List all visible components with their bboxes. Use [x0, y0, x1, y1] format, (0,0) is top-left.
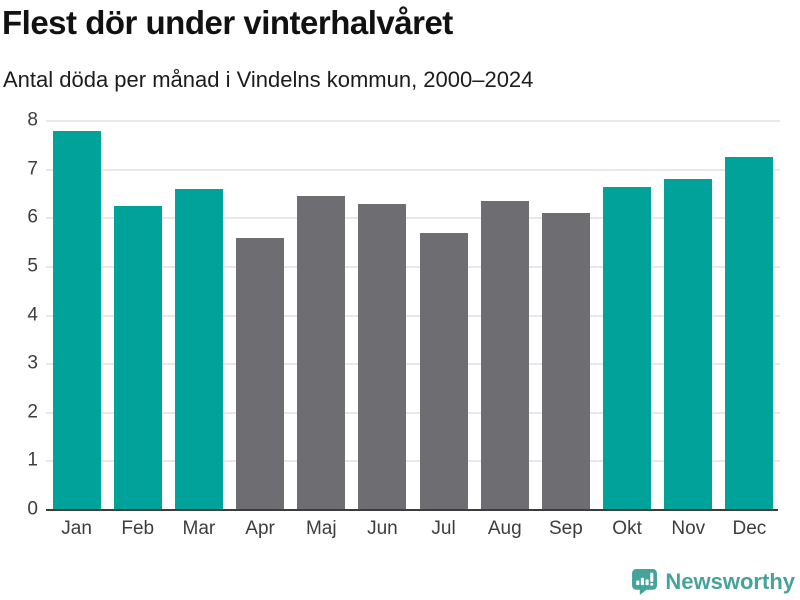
y-tick-label: 4	[27, 304, 38, 326]
x-tick-label: Feb	[121, 518, 155, 539]
x-axis-line	[46, 509, 778, 511]
newsworthy-logo: Newsworthy	[631, 568, 795, 595]
bar-jan	[52, 130, 101, 510]
y-tick-label: 0	[27, 498, 38, 520]
y-tick-label: 3	[27, 352, 38, 374]
y-tick-label: 5	[27, 255, 38, 277]
gridline	[46, 265, 780, 268]
x-tick-label: Dec	[732, 518, 767, 539]
x-tick-label: Mar	[182, 518, 216, 539]
gridline	[46, 363, 780, 366]
chart-subtitle: Antal döda per månad i Vindelns kommun, …	[3, 67, 534, 92]
y-tick-label: 7	[27, 158, 38, 180]
x-axis-labels: Jan Feb Mar Apr Maj Jun Jul Aug Sep Okt Nov Dec	[46, 518, 780, 544]
bar-sep	[541, 213, 590, 510]
bar-okt	[603, 186, 652, 510]
bar-jul	[419, 232, 468, 510]
x-tick-label: Nov	[671, 518, 706, 539]
bar-maj	[297, 196, 346, 510]
y-axis-labels: 0 1 2 3 4 5 6 7 8	[0, 110, 38, 520]
newsworthy-logo-icon	[632, 569, 658, 595]
gridline	[46, 120, 780, 122]
x-tick-label: Jan	[61, 518, 92, 539]
bar-feb	[113, 206, 162, 510]
gridline	[46, 460, 780, 463]
bar-mar	[174, 189, 223, 510]
bar-aug	[480, 201, 529, 510]
x-tick-label: Sep	[549, 518, 583, 539]
x-tick-label: Jun	[367, 518, 398, 539]
bar-jun	[358, 203, 407, 510]
y-tick-label: 6	[27, 206, 38, 228]
bar-dec	[725, 157, 774, 510]
gridline	[46, 217, 780, 220]
x-tick-label: Aug	[487, 518, 522, 539]
gridline	[46, 411, 780, 414]
y-tick-label: 8	[27, 109, 38, 131]
newsworthy-logo-text: Newsworthy	[665, 568, 795, 594]
x-tick-label: Maj	[305, 518, 337, 539]
bar-nov	[664, 179, 713, 510]
y-tick-label: 1	[27, 449, 38, 471]
chart-title: Flest dör under vinterhalvåret	[2, 4, 453, 41]
gridline	[46, 168, 780, 171]
gridline	[46, 314, 780, 317]
x-tick-label: Jul	[431, 518, 456, 539]
y-tick-label: 2	[27, 401, 38, 423]
x-tick-label: Okt	[612, 518, 642, 539]
x-tick-label: Apr	[245, 518, 275, 539]
bar-apr	[236, 237, 285, 510]
plot-area	[46, 120, 780, 511]
